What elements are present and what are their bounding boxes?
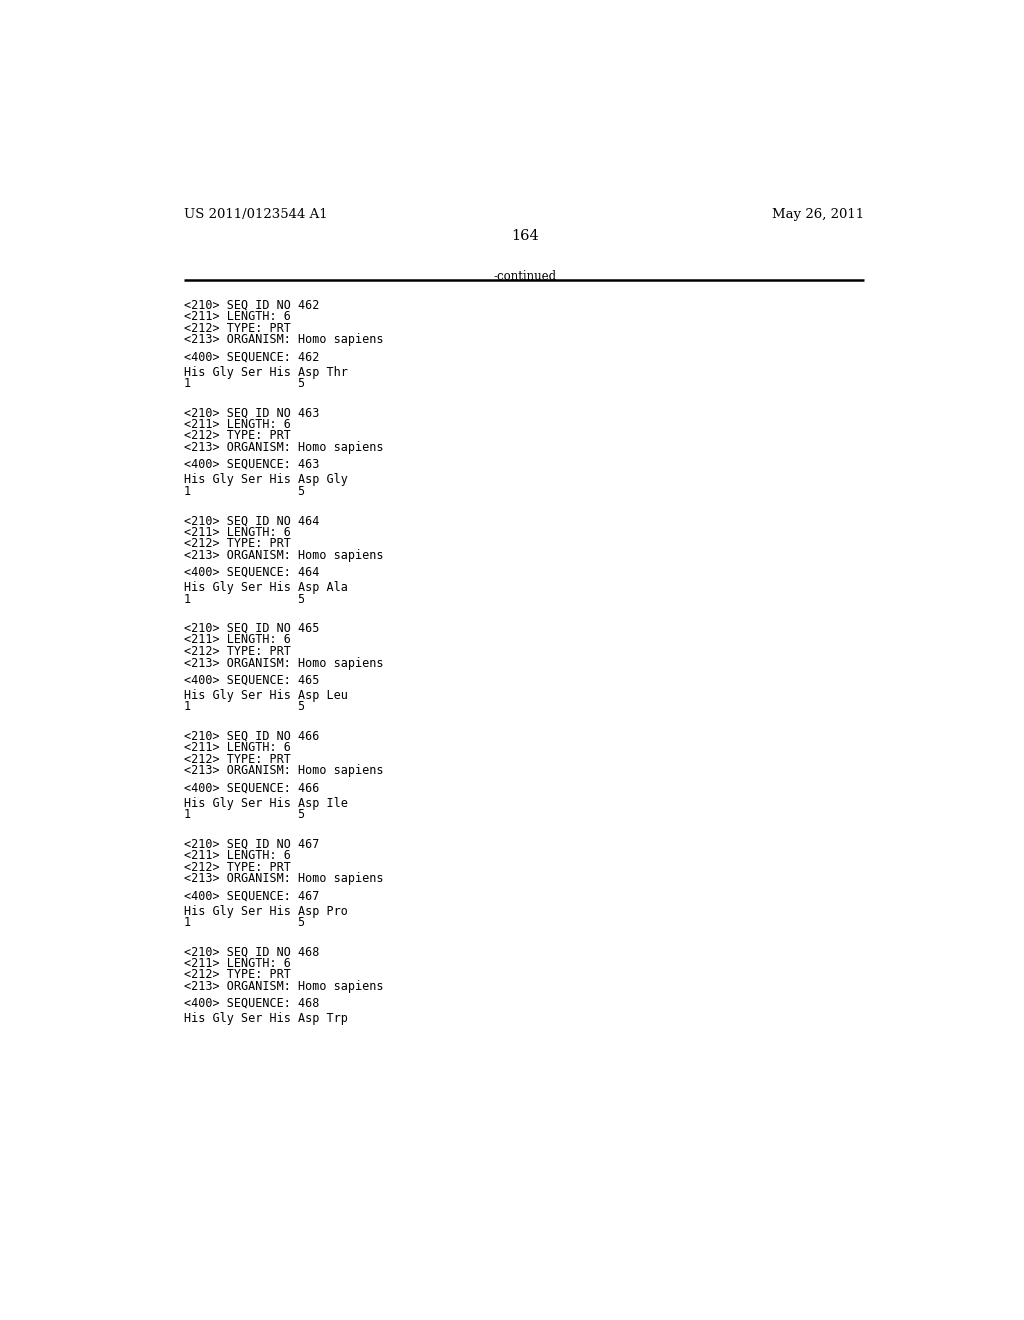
- Text: 1               5: 1 5: [183, 593, 305, 606]
- Text: <211> LENGTH: 6: <211> LENGTH: 6: [183, 849, 291, 862]
- Text: <210> SEQ ID NO 463: <210> SEQ ID NO 463: [183, 407, 319, 420]
- Text: <210> SEQ ID NO 467: <210> SEQ ID NO 467: [183, 838, 319, 850]
- Text: <211> LENGTH: 6: <211> LENGTH: 6: [183, 525, 291, 539]
- Text: <212> TYPE: PRT: <212> TYPE: PRT: [183, 752, 291, 766]
- Text: <212> TYPE: PRT: <212> TYPE: PRT: [183, 969, 291, 982]
- Text: 1               5: 1 5: [183, 916, 305, 929]
- Text: <400> SEQUENCE: 462: <400> SEQUENCE: 462: [183, 350, 319, 363]
- Text: <211> LENGTH: 6: <211> LENGTH: 6: [183, 957, 291, 970]
- Text: <210> SEQ ID NO 468: <210> SEQ ID NO 468: [183, 945, 319, 958]
- Text: His Gly Ser His Asp Trp: His Gly Ser His Asp Trp: [183, 1012, 348, 1026]
- Text: 164: 164: [511, 230, 539, 243]
- Text: <400> SEQUENCE: 467: <400> SEQUENCE: 467: [183, 890, 319, 902]
- Text: <213> ORGANISM: Homo sapiens: <213> ORGANISM: Homo sapiens: [183, 764, 383, 777]
- Text: May 26, 2011: May 26, 2011: [772, 209, 864, 222]
- Text: His Gly Ser His Asp Pro: His Gly Ser His Asp Pro: [183, 904, 348, 917]
- Text: <212> TYPE: PRT: <212> TYPE: PRT: [183, 861, 291, 874]
- Text: <210> SEQ ID NO 465: <210> SEQ ID NO 465: [183, 622, 319, 635]
- Text: <400> SEQUENCE: 463: <400> SEQUENCE: 463: [183, 458, 319, 471]
- Text: <213> ORGANISM: Homo sapiens: <213> ORGANISM: Homo sapiens: [183, 979, 383, 993]
- Text: <210> SEQ ID NO 466: <210> SEQ ID NO 466: [183, 730, 319, 743]
- Text: <210> SEQ ID NO 464: <210> SEQ ID NO 464: [183, 515, 319, 527]
- Text: <400> SEQUENCE: 464: <400> SEQUENCE: 464: [183, 566, 319, 578]
- Text: <212> TYPE: PRT: <212> TYPE: PRT: [183, 537, 291, 550]
- Text: <211> LENGTH: 6: <211> LENGTH: 6: [183, 418, 291, 430]
- Text: <400> SEQUENCE: 468: <400> SEQUENCE: 468: [183, 997, 319, 1010]
- Text: <400> SEQUENCE: 465: <400> SEQUENCE: 465: [183, 673, 319, 686]
- Text: -continued: -continued: [494, 271, 556, 282]
- Text: <211> LENGTH: 6: <211> LENGTH: 6: [183, 634, 291, 647]
- Text: <213> ORGANISM: Homo sapiens: <213> ORGANISM: Homo sapiens: [183, 656, 383, 669]
- Text: US 2011/0123544 A1: US 2011/0123544 A1: [183, 209, 328, 222]
- Text: <213> ORGANISM: Homo sapiens: <213> ORGANISM: Homo sapiens: [183, 333, 383, 346]
- Text: 1               5: 1 5: [183, 808, 305, 821]
- Text: <212> TYPE: PRT: <212> TYPE: PRT: [183, 322, 291, 335]
- Text: His Gly Ser His Asp Leu: His Gly Ser His Asp Leu: [183, 689, 348, 702]
- Text: 1               5: 1 5: [183, 378, 305, 391]
- Text: His Gly Ser His Asp Gly: His Gly Ser His Asp Gly: [183, 474, 348, 486]
- Text: <210> SEQ ID NO 462: <210> SEQ ID NO 462: [183, 298, 319, 312]
- Text: <211> LENGTH: 6: <211> LENGTH: 6: [183, 742, 291, 754]
- Text: His Gly Ser His Asp Ala: His Gly Ser His Asp Ala: [183, 581, 348, 594]
- Text: 1               5: 1 5: [183, 701, 305, 714]
- Text: His Gly Ser His Asp Thr: His Gly Ser His Asp Thr: [183, 366, 348, 379]
- Text: <400> SEQUENCE: 466: <400> SEQUENCE: 466: [183, 781, 319, 795]
- Text: 1               5: 1 5: [183, 484, 305, 498]
- Text: <212> TYPE: PRT: <212> TYPE: PRT: [183, 429, 291, 442]
- Text: <213> ORGANISM: Homo sapiens: <213> ORGANISM: Homo sapiens: [183, 873, 383, 886]
- Text: His Gly Ser His Asp Ile: His Gly Ser His Asp Ile: [183, 797, 348, 809]
- Text: <211> LENGTH: 6: <211> LENGTH: 6: [183, 310, 291, 323]
- Text: <213> ORGANISM: Homo sapiens: <213> ORGANISM: Homo sapiens: [183, 441, 383, 454]
- Text: <213> ORGANISM: Homo sapiens: <213> ORGANISM: Homo sapiens: [183, 549, 383, 562]
- Text: <212> TYPE: PRT: <212> TYPE: PRT: [183, 645, 291, 659]
